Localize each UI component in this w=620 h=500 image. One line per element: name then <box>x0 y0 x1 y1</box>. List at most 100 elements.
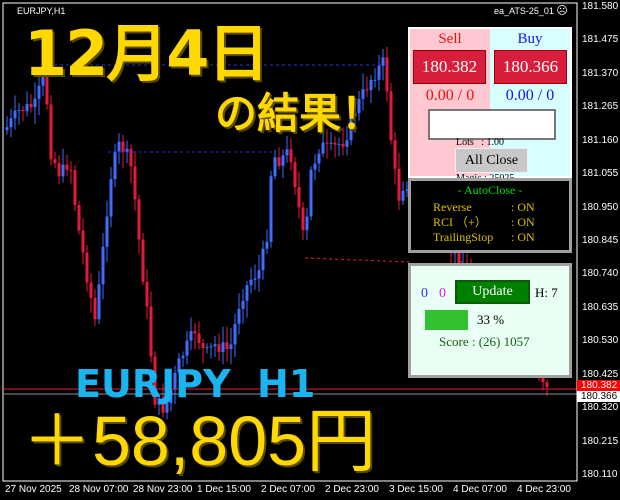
buy-button[interactable]: 180.366 <box>494 50 567 84</box>
candle-body <box>301 207 305 231</box>
lots-magic-box: Lots : 1.00 Magic : 25025 <box>428 109 556 184</box>
ea-name-text: ea_ATS-25_01 <box>494 6 554 16</box>
candle-body <box>181 355 185 359</box>
time-axis-label: 2 Dec 23:00 <box>325 484 379 495</box>
candle-body <box>145 281 149 307</box>
candle-body <box>113 151 117 180</box>
candle-body <box>101 246 105 285</box>
candle-body <box>21 110 25 112</box>
result-subtitle: の結果！ <box>215 89 384 138</box>
candle-body <box>369 79 373 91</box>
ask-price-tag: 180.366 <box>577 391 620 402</box>
candle-body <box>293 162 297 188</box>
price-axis-label: 180.950 <box>582 201 619 213</box>
candle-body <box>25 103 29 112</box>
autoclose-row: TrailingStop: ON <box>433 230 573 244</box>
candle-body <box>545 382 549 388</box>
buy-position: 0.00 / 0 <box>505 87 555 104</box>
time-axis-label: 28 Nov 07:00 <box>69 484 129 495</box>
autoclose-row-label: RCI （+） <box>433 215 487 229</box>
score-label: Score : (26) 1057 <box>439 334 530 349</box>
candle-body <box>209 346 213 348</box>
candle-body <box>385 57 389 92</box>
candle-body <box>457 250 461 266</box>
price-axis-label: 181.370 <box>582 67 619 79</box>
candle-body <box>377 65 381 80</box>
candle-body <box>69 169 73 171</box>
candle-body <box>333 142 337 145</box>
progress-bar <box>425 310 468 330</box>
price-axis-label: 181.160 <box>582 134 619 146</box>
candle-body <box>225 342 229 349</box>
time-axis-label: 1 Dec 15:00 <box>197 484 251 495</box>
candle-body <box>393 140 397 169</box>
candle-body <box>137 199 141 240</box>
progress-label: 33 % <box>477 312 505 327</box>
candle-body <box>173 372 177 390</box>
candle-body <box>29 103 33 108</box>
candle-body <box>313 163 317 170</box>
candle-body <box>13 110 17 119</box>
autoclose-row-value: : ON <box>511 215 535 229</box>
candle-body <box>349 116 353 141</box>
candle-body <box>17 110 21 112</box>
candle-body <box>97 284 101 320</box>
candle-body <box>329 142 333 144</box>
candle-body <box>125 148 129 152</box>
candle-body <box>249 279 253 286</box>
candle-body <box>373 79 377 81</box>
count-blue: 0 <box>421 286 428 301</box>
all-close-button[interactable]: All Close <box>455 148 528 173</box>
update-button[interactable]: Update <box>455 280 530 304</box>
autoclose-row-value: : ON <box>511 200 535 214</box>
candle-body <box>213 344 217 347</box>
candle-body <box>5 127 9 130</box>
bid-price-tag: 180.382 <box>577 380 620 391</box>
price-axis-label: 180.110 <box>582 469 618 481</box>
price-axis-label: 180.425 <box>582 368 619 380</box>
candle-body <box>361 89 365 99</box>
price-axis-label: 181.265 <box>582 101 619 113</box>
price-axis-label: 181.055 <box>582 168 619 180</box>
profit-label: ＋58,805円 <box>22 402 377 480</box>
candle-body <box>233 323 237 345</box>
candle-body <box>197 333 201 344</box>
candle-body <box>89 282 93 298</box>
time-axis-label: 4 Dec 07:00 <box>453 484 507 495</box>
candle-body <box>237 309 241 324</box>
candle-body <box>149 306 153 357</box>
sell-position: 0.00 / 0 <box>425 87 475 104</box>
candle-body <box>121 141 125 152</box>
progress-fill <box>425 310 468 330</box>
candle-body <box>277 157 281 166</box>
hours-label: H: 7 <box>535 285 558 300</box>
candle-body <box>241 300 245 310</box>
candle-body <box>357 98 361 114</box>
candle-body <box>193 331 197 334</box>
candle-body <box>305 216 309 231</box>
candle-body <box>397 168 401 201</box>
candle-body <box>365 89 369 91</box>
candle-body <box>273 157 277 177</box>
candle-body <box>65 164 69 170</box>
candle-body <box>37 85 41 99</box>
candle-body <box>129 148 133 167</box>
time-axis-label: 4 Dec 23:00 <box>517 484 571 495</box>
candle-body <box>265 241 269 249</box>
candle-body <box>161 398 165 413</box>
time-axis-label: 2 Dec 07:00 <box>261 484 315 495</box>
price-axis-label: 180.320 <box>582 402 619 414</box>
candle-body <box>353 113 357 117</box>
candle-body <box>325 142 329 144</box>
candle-body <box>57 163 61 177</box>
candle-body <box>93 297 97 320</box>
candle-body <box>321 142 325 154</box>
sell-button[interactable]: 180.382 <box>413 50 486 84</box>
candle-body <box>189 331 193 341</box>
candle-body <box>53 159 57 164</box>
candle-body <box>269 176 273 242</box>
candle-body <box>289 149 293 163</box>
candle-body <box>253 278 257 280</box>
sad-face-icon: ☹ <box>556 5 568 17</box>
candle-body <box>309 169 313 217</box>
